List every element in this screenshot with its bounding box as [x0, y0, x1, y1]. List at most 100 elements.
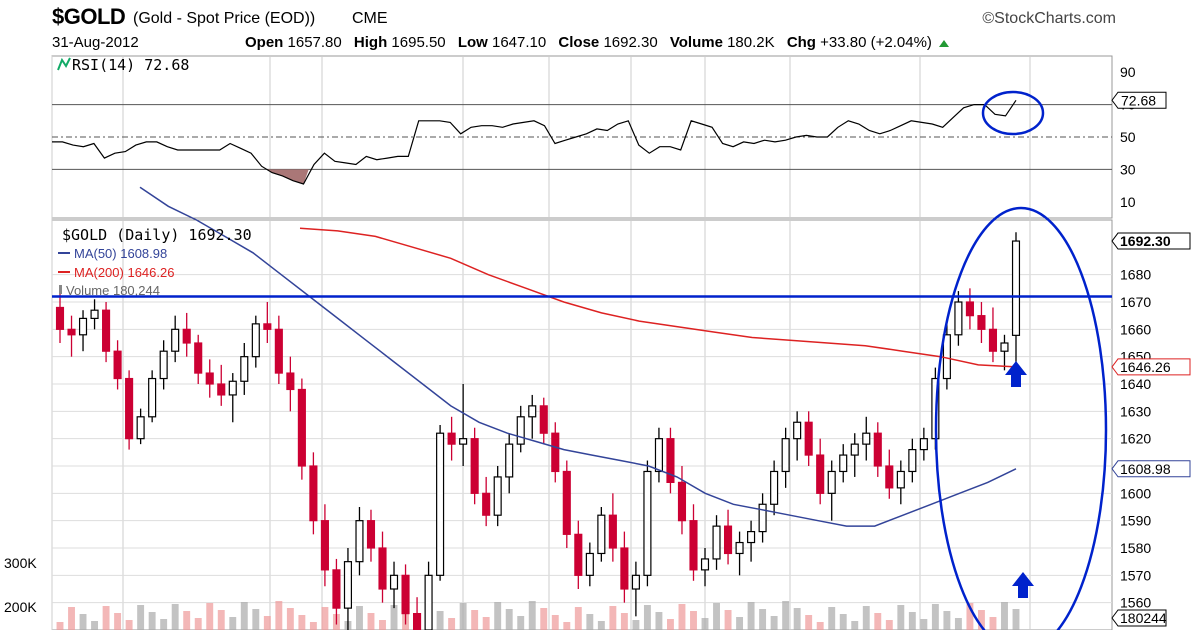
- candle-body: [873, 432, 882, 467]
- candle-body: [804, 421, 813, 456]
- volume-bar: [137, 605, 145, 630]
- breakout-highlight-ellipse: [934, 206, 1108, 630]
- volume-bar: [966, 603, 974, 630]
- volume-bar: [171, 604, 179, 630]
- volume-bar: [920, 619, 928, 630]
- candle-body: [885, 465, 894, 489]
- candle-body: [908, 449, 917, 473]
- candle-body: [723, 525, 733, 555]
- volume-bar: [770, 616, 778, 630]
- volume-bar: [206, 603, 214, 630]
- volume-bar: [655, 612, 663, 630]
- ma200-tag: [1111, 358, 1191, 376]
- candle-body: [827, 470, 836, 494]
- volume-bar: [540, 608, 548, 630]
- rsi-highlight-ellipse: [981, 90, 1045, 136]
- volume-bar: [943, 611, 951, 630]
- price-tick-label: 1670: [1120, 294, 1151, 310]
- candle-body: [793, 421, 802, 440]
- brand-logo[interactable]: ©StockCharts.com: [982, 10, 1116, 27]
- open-value: 1657.80: [287, 34, 342, 51]
- candle-body: [850, 443, 859, 456]
- chart-header: $GOLD (Gold - Spot Price (EOD)) CME ©Sto…: [0, 0, 1200, 56]
- annotations: [52, 90, 1112, 630]
- legend-ma50: MA(50) 1608.98: [74, 246, 167, 261]
- volume-bar: [298, 615, 306, 630]
- volume-bar: [68, 607, 75, 630]
- volume-bar: [379, 620, 386, 630]
- candle-body: [171, 328, 180, 352]
- candle-body: [862, 432, 871, 445]
- volume-tag: [1111, 609, 1167, 627]
- up-arrow-icon: [939, 40, 950, 48]
- last-price-value: 1692.30: [1120, 233, 1171, 249]
- last-price-tag: [1111, 232, 1191, 250]
- candle-body: [401, 574, 410, 615]
- candle-body: [286, 372, 295, 391]
- ma200-line: [299, 227, 1017, 368]
- candle-body: [459, 438, 468, 445]
- price-tick-label: 1580: [1120, 540, 1151, 556]
- volume-bar: [114, 613, 122, 630]
- volume-bar: [816, 622, 824, 630]
- volume-bar: [275, 601, 283, 630]
- volume-bar: [356, 606, 363, 630]
- candle-body: [102, 309, 111, 352]
- volume-bar: [851, 621, 859, 630]
- volume-bar: [678, 604, 686, 630]
- candle-body: [436, 432, 445, 576]
- volume-bar: [125, 620, 133, 630]
- candle-body: [263, 323, 272, 330]
- candle-body: [988, 328, 998, 352]
- volume-bar: [551, 615, 559, 630]
- candle-body: [781, 438, 790, 473]
- candle-body: [1000, 342, 1009, 352]
- volume-bar: [805, 615, 813, 630]
- volume-bar: [517, 616, 525, 630]
- candle-body: [643, 470, 652, 576]
- volume-bar: [471, 610, 479, 630]
- volume-bar: [713, 603, 720, 630]
- ma50-tag: [1111, 460, 1191, 478]
- volume-bar: [482, 617, 490, 630]
- candle-body: [240, 356, 249, 382]
- volume-bar: [56, 622, 64, 630]
- candle-body: [343, 561, 353, 609]
- volume-bar: [229, 617, 237, 630]
- high-value: 1695.50: [391, 34, 446, 51]
- volume-bar: [747, 602, 755, 630]
- candle-body: [977, 315, 986, 330]
- volume-bar: [252, 609, 260, 630]
- candle-body: [700, 558, 710, 571]
- volume-label: Volume: [669, 34, 723, 51]
- volume-bar: [885, 620, 893, 630]
- candle-body: [597, 514, 606, 555]
- candle-body: [251, 323, 260, 358]
- candle-body: [620, 547, 629, 590]
- volume-bar: [793, 608, 801, 630]
- candle-body: [113, 350, 122, 380]
- ohlc-readout: Open 1657.80 High 1695.50 Low 1647.10 Cl…: [245, 34, 956, 51]
- candle-body: [332, 569, 341, 609]
- candle-body: [735, 541, 744, 555]
- volume-bar: [643, 605, 651, 630]
- volume-bar: [782, 601, 790, 630]
- high-label: High: [353, 34, 388, 51]
- volume-bar: [367, 613, 375, 630]
- close-label: Close: [558, 34, 600, 51]
- volume-bar: [828, 607, 836, 630]
- candle-body: [136, 416, 145, 440]
- rsi-title: RSI(14) 72.68: [72, 56, 189, 74]
- candle-body: [228, 380, 237, 396]
- volume-bar: [309, 622, 317, 630]
- candle-body: [194, 342, 203, 374]
- volume-tick-label: 200K: [4, 599, 37, 615]
- candle-body: [677, 481, 687, 522]
- candle-body: [562, 470, 571, 535]
- symbol: $GOLD: [52, 4, 126, 29]
- candle-body: [413, 612, 422, 630]
- volume-bar: [862, 606, 870, 630]
- close-value: 1692.30: [603, 34, 658, 51]
- legend-volume-swatch: [59, 285, 62, 294]
